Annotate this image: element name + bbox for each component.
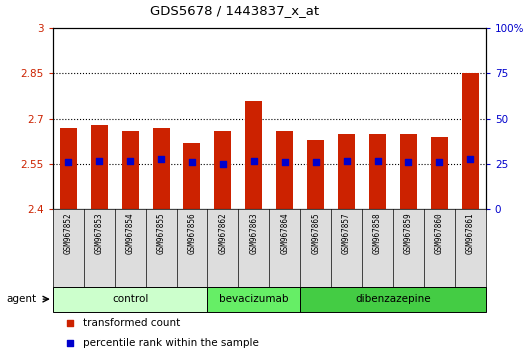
Text: GSM967855: GSM967855 bbox=[156, 213, 166, 255]
Bar bbox=[300, 287, 486, 312]
Bar bbox=[208, 287, 300, 312]
Point bbox=[66, 321, 74, 326]
Bar bbox=[121, 131, 139, 209]
Text: GSM967862: GSM967862 bbox=[219, 213, 228, 255]
Text: GSM967863: GSM967863 bbox=[249, 213, 258, 255]
Text: GSM967857: GSM967857 bbox=[342, 213, 351, 255]
Text: GSM967856: GSM967856 bbox=[187, 213, 196, 255]
Bar bbox=[183, 143, 201, 209]
Bar bbox=[400, 133, 417, 209]
Bar bbox=[91, 125, 108, 209]
Point bbox=[157, 156, 165, 162]
Bar bbox=[60, 127, 77, 209]
Text: GSM967864: GSM967864 bbox=[280, 213, 289, 255]
Bar bbox=[431, 137, 448, 209]
Point bbox=[250, 158, 258, 164]
Text: bevacizumab: bevacizumab bbox=[219, 294, 289, 304]
Bar bbox=[307, 139, 324, 209]
Point bbox=[404, 159, 413, 165]
Point bbox=[188, 159, 196, 165]
Point bbox=[95, 158, 103, 164]
Bar bbox=[214, 131, 231, 209]
Point bbox=[466, 156, 475, 162]
Bar bbox=[338, 133, 355, 209]
Text: GSM967858: GSM967858 bbox=[373, 213, 382, 255]
Bar bbox=[246, 101, 262, 209]
Text: GSM967852: GSM967852 bbox=[64, 213, 73, 255]
Bar bbox=[276, 131, 293, 209]
Text: transformed count: transformed count bbox=[83, 318, 181, 329]
Text: GSM967854: GSM967854 bbox=[126, 213, 135, 255]
Point bbox=[126, 158, 134, 164]
Point bbox=[373, 158, 382, 164]
Text: GSM967859: GSM967859 bbox=[404, 213, 413, 255]
Text: GSM967853: GSM967853 bbox=[95, 213, 103, 255]
Text: control: control bbox=[112, 294, 148, 304]
Point bbox=[435, 159, 444, 165]
Text: GDS5678 / 1443837_x_at: GDS5678 / 1443837_x_at bbox=[150, 4, 319, 17]
Bar bbox=[153, 127, 169, 209]
Bar bbox=[53, 287, 208, 312]
Bar bbox=[369, 133, 386, 209]
Point bbox=[280, 159, 289, 165]
Text: GSM967865: GSM967865 bbox=[311, 213, 320, 255]
Text: GSM967861: GSM967861 bbox=[466, 213, 475, 255]
Text: percentile rank within the sample: percentile rank within the sample bbox=[83, 338, 259, 348]
Bar bbox=[462, 73, 479, 209]
Text: agent: agent bbox=[7, 294, 37, 304]
Point bbox=[312, 159, 320, 165]
Point bbox=[66, 341, 74, 346]
Text: dibenzazepine: dibenzazepine bbox=[355, 294, 431, 304]
Text: GSM967860: GSM967860 bbox=[435, 213, 444, 255]
Point bbox=[64, 159, 72, 165]
Point bbox=[219, 161, 227, 167]
Point bbox=[342, 158, 351, 164]
